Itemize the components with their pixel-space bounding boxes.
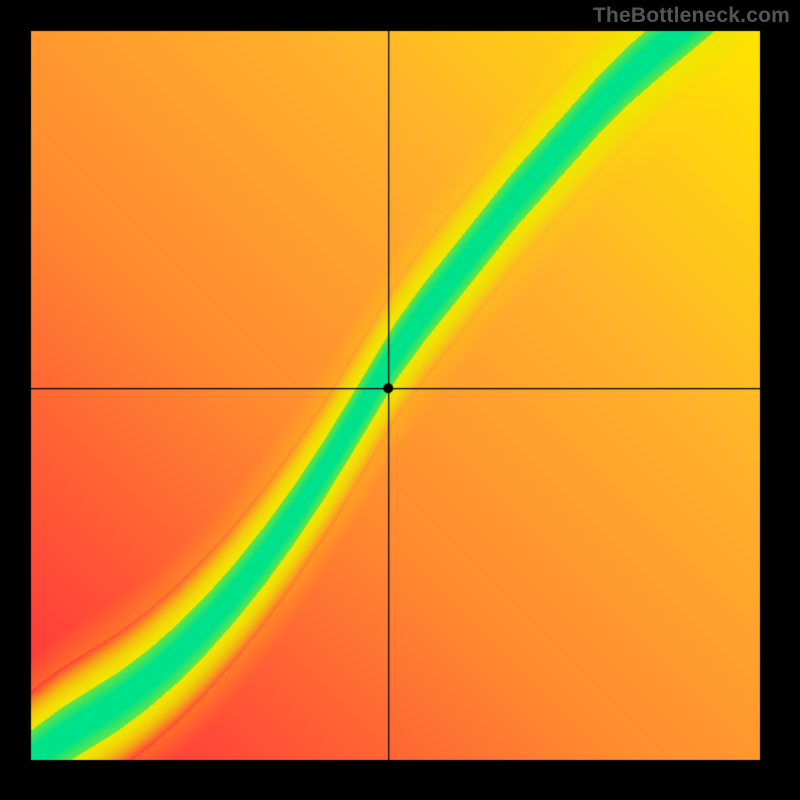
heatmap-canvas — [0, 0, 800, 800]
watermark-text: TheBottleneck.com — [593, 4, 790, 28]
chart-container: TheBottleneck.com — [0, 0, 800, 800]
